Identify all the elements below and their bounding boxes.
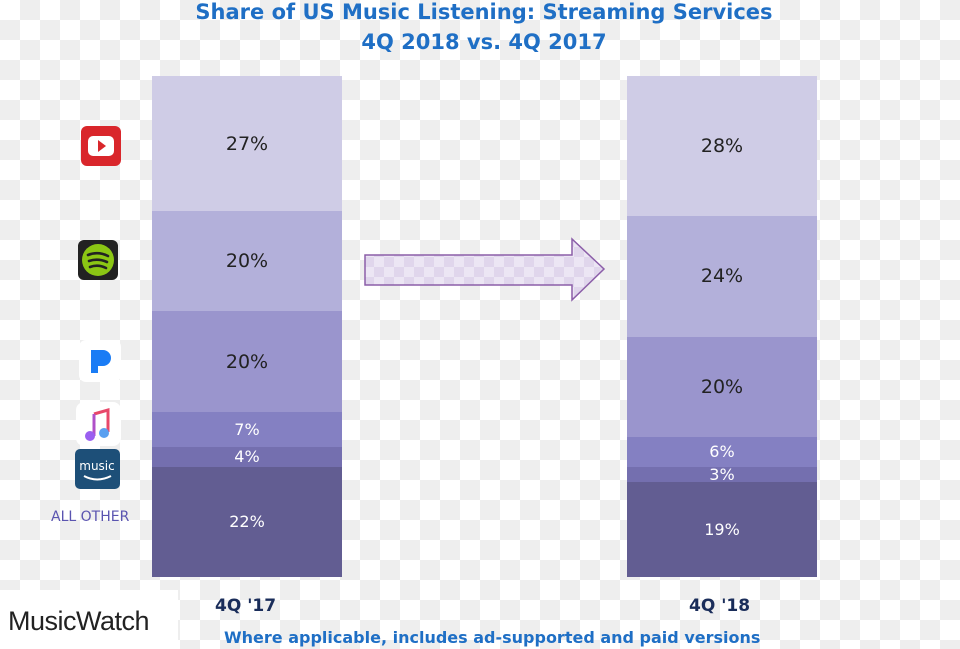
bar-segment: 28% bbox=[627, 76, 817, 217]
data-label: 22% bbox=[229, 512, 265, 532]
amazon-music-icon: music bbox=[75, 449, 120, 489]
legend-all-other: ALL OTHER bbox=[51, 509, 130, 525]
bar-segment: 20% bbox=[152, 311, 342, 412]
data-label: 7% bbox=[234, 419, 260, 439]
svg-text:music: music bbox=[79, 459, 114, 473]
data-label: 27% bbox=[225, 132, 269, 155]
data-label: 28% bbox=[700, 135, 744, 158]
logo: MusicWatch bbox=[0, 590, 178, 649]
bar-segment: 3% bbox=[627, 464, 817, 484]
x-label-4q17: 4Q '17 bbox=[215, 596, 277, 616]
data-label: 20% bbox=[225, 250, 269, 273]
bar-segment: 4% bbox=[152, 446, 342, 467]
bar-segment: 20% bbox=[627, 336, 817, 437]
bar-segment: 6% bbox=[627, 436, 817, 467]
arrow-icon bbox=[364, 237, 606, 302]
youtube-icon bbox=[81, 126, 121, 166]
pandora-icon bbox=[79, 340, 121, 382]
logo-text: MusicWatch bbox=[8, 606, 150, 636]
data-label: 20% bbox=[700, 375, 744, 398]
data-label: 20% bbox=[225, 350, 269, 373]
data-label: 3% bbox=[709, 464, 735, 484]
apple-music-icon bbox=[76, 402, 121, 446]
bar-segment: 7% bbox=[152, 411, 342, 447]
chart-title: Share of US Music Listening: Streaming S… bbox=[195, 0, 773, 24]
spotify-icon bbox=[78, 240, 118, 280]
bar-segment: 19% bbox=[627, 481, 817, 577]
bar-segment: 27% bbox=[152, 76, 342, 212]
chart-subtitle: 4Q 2018 vs. 4Q 2017 bbox=[361, 30, 607, 54]
bar-4q18: 28% 24% 20% 6% 3% 19% bbox=[627, 76, 817, 577]
x-label-4q18: 4Q '18 bbox=[689, 596, 751, 616]
data-label: 19% bbox=[704, 519, 740, 539]
footnote: Where applicable, includes ad-supported … bbox=[224, 628, 761, 647]
bar-4q17: 27% 20% 20% 7% 4% 22% bbox=[152, 76, 342, 577]
data-label: 24% bbox=[700, 265, 744, 288]
data-label: 4% bbox=[234, 447, 260, 467]
bar-segment: 24% bbox=[627, 216, 817, 337]
data-label: 6% bbox=[709, 442, 735, 462]
bar-segment: 20% bbox=[152, 211, 342, 312]
bar-segment: 22% bbox=[152, 466, 342, 577]
